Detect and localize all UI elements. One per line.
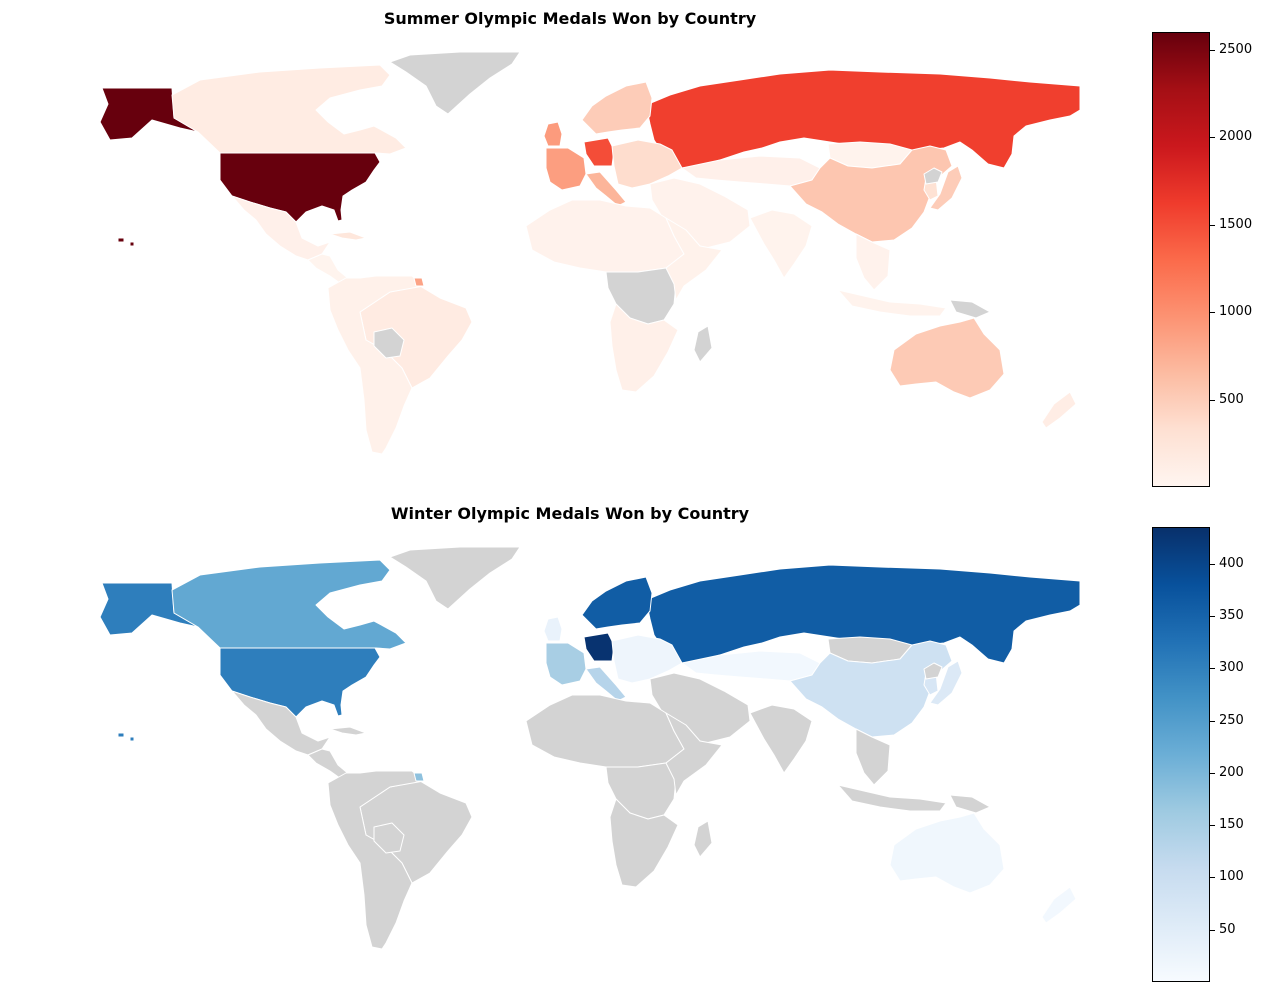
colorbar-tick-mark [1210, 929, 1215, 931]
colorbar-tick-mark [1210, 137, 1215, 138]
summer-map-title: Summer Olympic Medals Won by Country [383, 9, 757, 28]
region-bolivia [373, 822, 405, 854]
region-russia [645, 564, 1080, 664]
colorbar-tick-mark [1210, 668, 1215, 670]
region-eastern-europe [611, 634, 683, 684]
colorbar-tick-label: 100 [1219, 869, 1244, 885]
region-north-korea [923, 167, 943, 185]
region-france [545, 642, 587, 686]
colorbar-tick-label: 50 [1219, 921, 1236, 937]
colorbar-tick-label: 2000 [1219, 129, 1253, 144]
region-indonesia [837, 289, 947, 317]
region-italy [585, 666, 627, 702]
region-australia [889, 317, 1005, 399]
region-papua-new-guinea [949, 794, 991, 814]
winter-map-title: Winter Olympic Medals Won by Country [390, 504, 750, 523]
colorbar-tick-label: 400 [1219, 555, 1244, 571]
region-italy [585, 171, 627, 207]
region-canada [171, 559, 407, 650]
winter-map-panel: Winter Olympic Medals Won by Country 50 1… [0, 495, 1264, 990]
region-australia [889, 812, 1005, 894]
region-east-africa [665, 217, 723, 301]
colorbar-tick-label: 500 [1219, 391, 1244, 407]
colorbar-tick-label: 2500 [1219, 41, 1253, 57]
region-french-guiana [413, 772, 425, 782]
colorbar-tick-mark [1210, 49, 1215, 51]
region-french-guiana [413, 277, 425, 287]
colorbar-tick-label: 1500 [1219, 216, 1253, 232]
region-germany [583, 632, 615, 662]
region-cuba [329, 231, 367, 241]
region-new-zealand [1041, 886, 1077, 924]
region-madagascar [693, 820, 713, 858]
colorbar-tick-label: 350 [1219, 607, 1244, 623]
colorbar-tick-mark [1210, 720, 1215, 722]
region-east-africa [665, 712, 723, 796]
region-china [789, 640, 953, 738]
region-greenland [389, 51, 521, 115]
region-southeast-asia [855, 233, 891, 291]
region-papua-new-guinea [949, 299, 991, 319]
region-new-zealand [1041, 391, 1077, 429]
region-bolivia [373, 327, 405, 359]
region-united-states [219, 647, 381, 718]
colorbar-tick-label: 150 [1219, 817, 1244, 833]
region-united-states [219, 152, 381, 223]
region-india [749, 209, 813, 279]
winter-colorbar [1152, 527, 1210, 982]
region-mexico [231, 195, 331, 261]
summer-colorbar [1152, 32, 1210, 487]
region-scandinavia [581, 576, 653, 630]
colorbar-tick-mark [1210, 312, 1215, 313]
region-mexico [231, 690, 331, 756]
region-france [545, 147, 587, 191]
colorbar-tick-label: 200 [1219, 764, 1244, 780]
colorbar-tick-mark [1210, 615, 1215, 617]
region-madagascar [693, 325, 713, 363]
region-cuba [329, 726, 367, 736]
colorbar-tick-label: 300 [1219, 660, 1244, 676]
region-united-kingdom [543, 121, 563, 147]
region-southern-africa [609, 303, 679, 393]
region-north-korea [923, 662, 943, 680]
summer-world-map [99, 51, 1080, 455]
region-greenland [389, 546, 521, 610]
region-germany [583, 137, 615, 167]
colorbar-tick-label: 1000 [1219, 304, 1253, 319]
region-rest-of-south-america [327, 770, 425, 950]
summer-map-panel: Summer Olympic Medals Won by Country 500… [99, 9, 1253, 487]
region-scandinavia [581, 81, 653, 135]
region-canada [171, 64, 407, 155]
region-russia [645, 69, 1080, 169]
colorbar-tick-label: 250 [1219, 712, 1244, 728]
colorbar-tick-mark [1210, 563, 1215, 565]
region-southern-africa [609, 798, 679, 888]
colorbar-tick-mark [1210, 877, 1215, 879]
colorbar-tick-mark [1210, 825, 1215, 827]
region-eastern-europe [611, 139, 683, 189]
region-india [749, 704, 813, 774]
region-rest-of-south-america [327, 275, 425, 455]
region-united-kingdom [543, 616, 563, 642]
colorbar-tick-mark [1210, 224, 1215, 226]
region-southeast-asia [855, 728, 891, 786]
region-indonesia [837, 784, 947, 812]
winter-world-map [99, 546, 1080, 950]
colorbar-tick-mark [1210, 399, 1215, 401]
region-china [789, 145, 953, 243]
colorbar-tick-mark [1210, 772, 1215, 774]
